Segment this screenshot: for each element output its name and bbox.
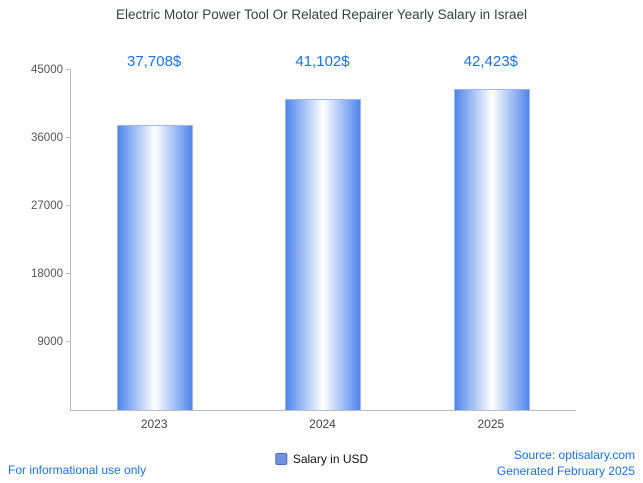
chart-title: Electric Motor Power Tool Or Related Rep… bbox=[116, 7, 527, 22]
y-axis: 9000 18000 27000 36000 45000 bbox=[31, 64, 576, 410]
bar-column bbox=[408, 70, 576, 410]
legend-swatch-icon bbox=[274, 453, 287, 465]
x-axis-label: 2023 bbox=[140, 417, 168, 431]
y-tick-mark bbox=[66, 69, 71, 70]
y-tick-label: 9000 bbox=[37, 336, 63, 348]
y-tick-label: 27000 bbox=[31, 200, 63, 212]
bar-value-label: 41,102$ bbox=[295, 53, 350, 70]
generated-date: Generated February 2025 bbox=[496, 463, 635, 478]
salary-bar[interactable] bbox=[453, 89, 530, 410]
y-tick-mark bbox=[66, 205, 71, 206]
bar-column bbox=[71, 70, 239, 410]
legend-label: Salary in USD bbox=[292, 452, 369, 466]
y-tick-mark bbox=[66, 273, 71, 274]
value-labels-row: 37,708$ 41,102$ 42,423$ bbox=[70, 53, 575, 70]
bar-column bbox=[239, 70, 407, 410]
x-axis-labels: 2023 2024 2025 bbox=[70, 417, 575, 431]
bar-value-label: 37,708$ bbox=[127, 53, 182, 70]
y-tick-label: 36000 bbox=[31, 132, 63, 144]
plot-area: 9000 18000 27000 36000 45000 bbox=[31, 64, 576, 411]
source-link[interactable]: Source: optisalary.com bbox=[513, 447, 635, 462]
source-info: Source: optisalary.com Generated Februar… bbox=[497, 447, 635, 479]
bars-container bbox=[71, 70, 576, 410]
y-tick-label: 45000 bbox=[31, 64, 63, 76]
legend: Salary in USD bbox=[274, 452, 369, 466]
bar-value-label: 42,423$ bbox=[463, 53, 518, 70]
x-axis-label: 2024 bbox=[309, 417, 336, 431]
y-tick-mark bbox=[66, 341, 71, 342]
salary-bar[interactable] bbox=[117, 125, 194, 410]
y-tick-label: 18000 bbox=[31, 268, 63, 280]
salary-bar[interactable] bbox=[285, 99, 362, 410]
y-tick-mark bbox=[66, 137, 71, 138]
disclaimer-text: For informational use only bbox=[8, 463, 147, 477]
x-axis-label: 2025 bbox=[477, 417, 505, 431]
